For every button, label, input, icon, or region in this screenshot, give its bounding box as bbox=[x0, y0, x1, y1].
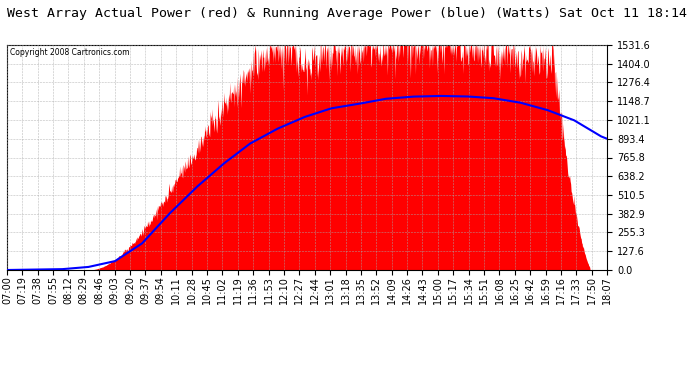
Text: Copyright 2008 Cartronics.com: Copyright 2008 Cartronics.com bbox=[10, 48, 130, 57]
Text: West Array Actual Power (red) & Running Average Power (blue) (Watts) Sat Oct 11 : West Array Actual Power (red) & Running … bbox=[7, 8, 687, 21]
